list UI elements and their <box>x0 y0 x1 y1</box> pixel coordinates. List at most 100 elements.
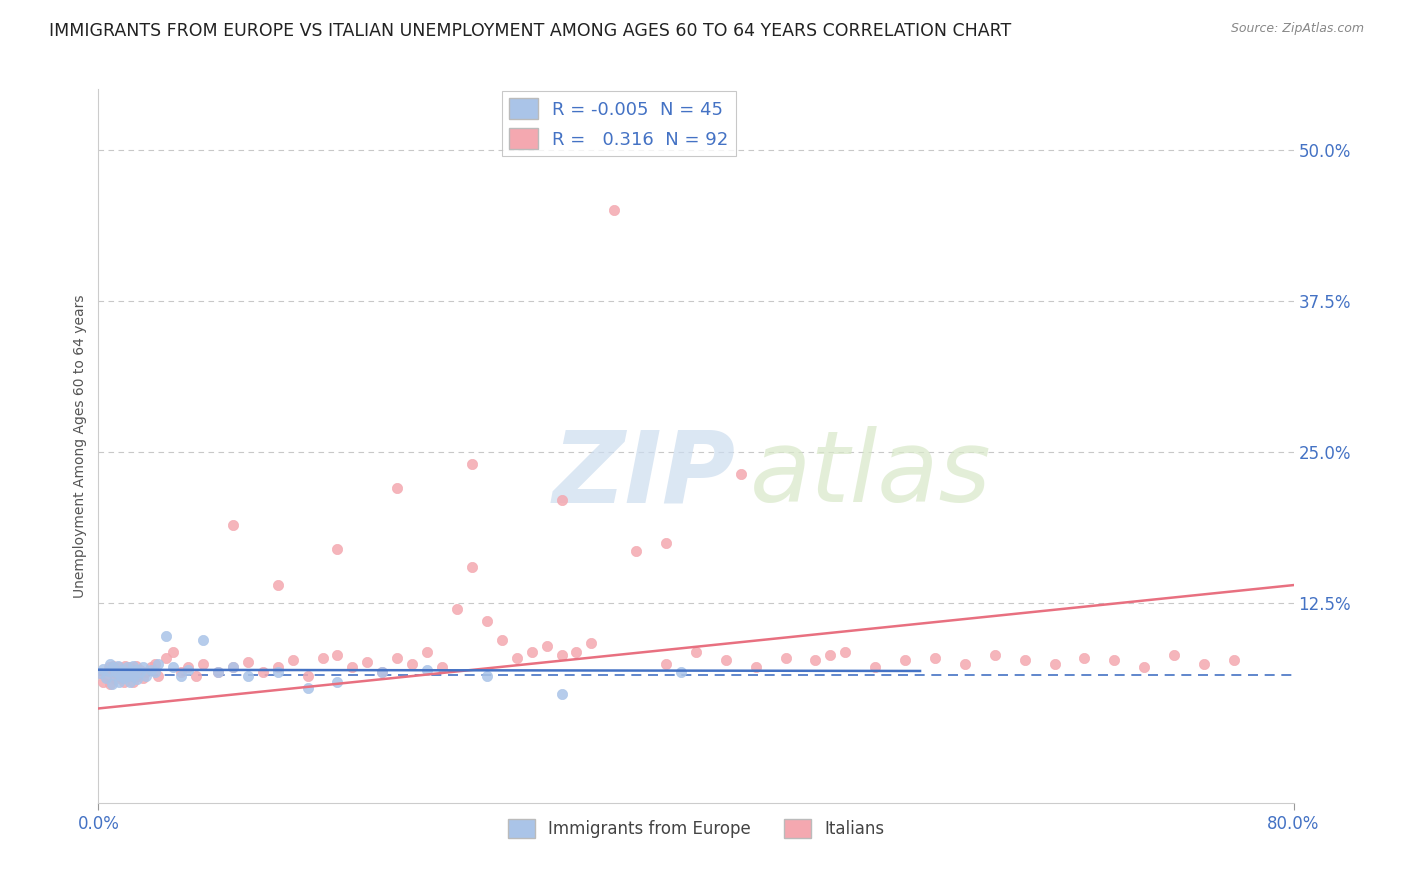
Point <box>112 671 135 685</box>
Point <box>894 653 917 667</box>
Point <box>120 669 142 683</box>
Point <box>129 663 152 677</box>
Point <box>127 669 149 683</box>
Point <box>371 665 394 680</box>
Point <box>135 665 157 680</box>
Point <box>121 659 143 673</box>
Point <box>125 659 148 673</box>
Point <box>371 665 394 680</box>
Point <box>461 457 484 471</box>
Point <box>565 645 588 659</box>
Point <box>342 660 364 674</box>
Point <box>103 659 125 673</box>
Point <box>97 664 120 678</box>
Point <box>124 669 146 683</box>
Point <box>105 665 128 680</box>
Point <box>491 632 513 647</box>
Point <box>132 671 155 685</box>
Point <box>111 665 134 680</box>
Point <box>267 665 290 680</box>
Point <box>89 666 111 681</box>
Point <box>222 660 245 674</box>
Point <box>121 674 143 689</box>
Point <box>162 660 184 674</box>
Point <box>184 669 207 683</box>
Point <box>506 650 529 665</box>
Point <box>475 669 498 683</box>
Point <box>1014 653 1036 667</box>
Point <box>101 677 124 691</box>
Point <box>108 674 131 689</box>
Point <box>953 657 976 671</box>
Point <box>139 660 162 674</box>
Point <box>550 493 572 508</box>
Point <box>91 661 114 675</box>
Point <box>98 677 122 691</box>
Point <box>118 674 141 689</box>
Point <box>118 660 141 674</box>
Point <box>112 674 135 689</box>
Point <box>297 669 319 683</box>
Point <box>124 665 146 680</box>
Point <box>1223 653 1246 667</box>
Point <box>177 660 200 674</box>
Point <box>105 665 128 680</box>
Point <box>297 681 319 695</box>
Point <box>97 660 120 674</box>
Point <box>236 669 259 683</box>
Point <box>108 660 131 674</box>
Point <box>191 632 214 647</box>
Point <box>356 656 378 670</box>
Point <box>117 665 139 680</box>
Y-axis label: Unemployment Among Ages 60 to 64 years: Unemployment Among Ages 60 to 64 years <box>73 294 87 598</box>
Point <box>162 645 184 659</box>
Point <box>104 673 127 687</box>
Point <box>94 669 117 683</box>
Point <box>550 687 572 701</box>
Point <box>730 467 752 481</box>
Point <box>236 656 259 670</box>
Point <box>924 650 946 665</box>
Point <box>127 673 149 687</box>
Point <box>311 650 333 665</box>
Point <box>655 657 678 671</box>
Point <box>155 629 177 643</box>
Text: ZIP: ZIP <box>553 426 735 523</box>
Point <box>111 663 134 677</box>
Point <box>685 645 707 659</box>
Legend: Immigrants from Europe, Italians: Immigrants from Europe, Italians <box>501 812 891 845</box>
Point <box>1163 648 1185 663</box>
Point <box>1073 650 1095 665</box>
Point <box>385 481 409 495</box>
Point <box>385 650 409 665</box>
Point <box>132 660 155 674</box>
Point <box>520 645 543 659</box>
Point <box>120 666 142 681</box>
Point <box>714 653 737 667</box>
Point <box>101 665 124 680</box>
Point <box>430 660 453 674</box>
Point <box>155 650 177 665</box>
Point <box>114 659 136 673</box>
Point <box>326 674 349 689</box>
Point <box>281 653 304 667</box>
Point <box>115 667 138 681</box>
Point <box>107 669 129 683</box>
Point <box>416 663 439 677</box>
Point <box>115 660 138 674</box>
Point <box>222 517 245 532</box>
Text: atlas: atlas <box>749 426 991 523</box>
Point <box>461 560 484 574</box>
Point <box>745 660 768 674</box>
Point <box>550 648 572 663</box>
Point <box>94 671 117 685</box>
Point <box>401 657 423 671</box>
Point <box>446 602 468 616</box>
Point <box>91 674 114 689</box>
Point <box>89 666 111 681</box>
Point <box>1043 657 1066 671</box>
Point <box>143 665 166 680</box>
Point <box>169 669 191 683</box>
Point <box>191 657 214 671</box>
Point <box>148 657 170 671</box>
